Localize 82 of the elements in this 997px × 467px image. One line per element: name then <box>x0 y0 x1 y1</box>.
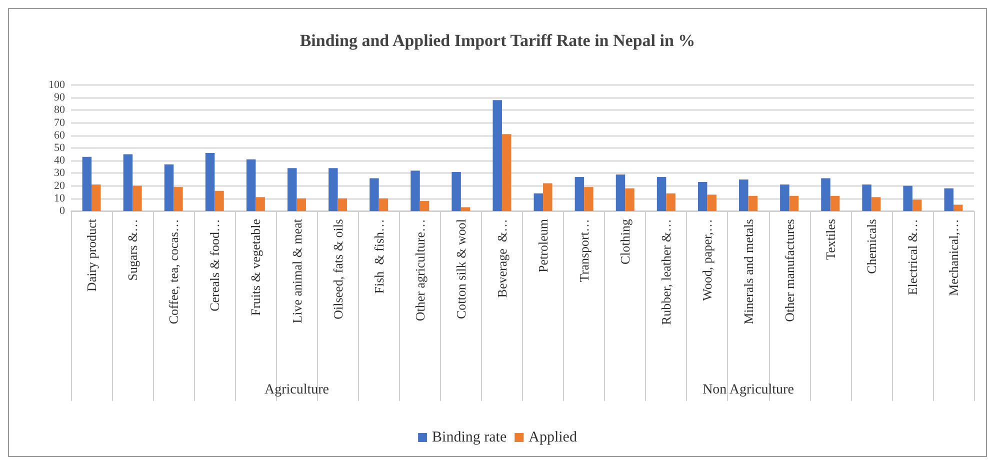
bar <box>739 180 748 211</box>
bar <box>174 187 183 211</box>
bar <box>164 164 174 211</box>
bar <box>420 200 430 211</box>
x-tick-label: Clothing <box>618 218 633 265</box>
x-tick-label: Electrical &… <box>904 219 920 296</box>
bar <box>789 196 799 211</box>
bar <box>584 187 594 211</box>
x-tick-label: Other agriculture… <box>412 219 428 322</box>
bar <box>256 197 265 211</box>
x-tick-label: Other manufactures <box>782 219 797 322</box>
x-tick-label: Oilseed, fats & oils <box>330 219 346 320</box>
y-tick-label: 50 <box>54 142 66 154</box>
bar <box>492 100 502 211</box>
bar <box>574 176 584 211</box>
bar <box>328 168 338 211</box>
x-tick-label: Wood, paper,… <box>700 219 715 301</box>
y-tick-label: 30 <box>54 167 66 180</box>
bar <box>296 198 306 211</box>
x-tick-label: Dairy product <box>84 218 100 292</box>
bar <box>543 183 552 211</box>
bar <box>246 159 256 211</box>
bar <box>534 193 544 211</box>
y-tick-label: 90 <box>54 92 66 104</box>
legend-label: Applied <box>528 430 578 446</box>
x-tick-label: Mechanical,… <box>946 219 961 296</box>
bar <box>944 188 954 211</box>
bar <box>370 178 379 211</box>
bar <box>625 188 634 211</box>
bar <box>92 184 101 211</box>
x-tick-label: Chemicals <box>864 219 879 274</box>
x-tick-label: Minerals and metals <box>740 219 756 324</box>
bar <box>205 153 215 211</box>
y-tick-label: 70 <box>54 116 66 129</box>
bar <box>698 182 708 211</box>
bar <box>953 204 963 211</box>
bar <box>862 184 872 211</box>
bar <box>707 194 716 211</box>
y-tick-label: 100 <box>48 79 66 91</box>
bar <box>288 168 297 211</box>
text: Agriculture <box>264 382 330 398</box>
bar <box>410 170 420 211</box>
bar <box>748 196 758 211</box>
bar <box>82 156 92 211</box>
bar <box>616 174 626 211</box>
y-tick-label: 80 <box>54 104 66 116</box>
y-tick-label: 20 <box>54 180 66 192</box>
x-tick-label: Sugars &… <box>125 219 140 281</box>
x-tick-label: Cotton silk & wool <box>453 218 468 320</box>
bar <box>830 196 840 211</box>
chart-title: Binding and Applied Import Tariff Rate in Nepal in % <box>300 31 696 50</box>
bar <box>452 172 461 211</box>
bar <box>780 184 790 211</box>
bar <box>378 198 388 211</box>
x-tick-label: Cereals & food… <box>207 219 222 312</box>
bar <box>821 178 830 211</box>
y-tick-label: 0 <box>60 205 66 217</box>
bar <box>871 197 881 211</box>
bar <box>132 186 142 211</box>
x-tick-label: Petroleum <box>536 219 551 272</box>
bar <box>214 190 224 211</box>
bar <box>502 134 512 211</box>
x-tick-label: Coffee, tea, cocas… <box>166 219 182 324</box>
legend-label: Binding rate <box>432 430 507 446</box>
x-tick-label: Beverage &… <box>494 219 510 298</box>
text: Non Agriculture <box>702 382 794 398</box>
x-tick-label: Fish & fish… <box>371 219 386 294</box>
x-tick-label: Textiles <box>822 219 838 260</box>
bar <box>123 154 133 211</box>
bar <box>338 198 348 211</box>
y-tick-label: 60 <box>54 129 66 142</box>
x-tick-label: Transport… <box>576 219 592 282</box>
bar <box>666 193 676 211</box>
x-tick-label: Live animal & meat <box>289 218 304 324</box>
x-tick-label: Rubber, leather &… <box>658 219 674 325</box>
bar <box>460 207 470 211</box>
bar <box>656 176 666 211</box>
y-tick-label: 40 <box>54 154 66 167</box>
x-tick-label: Fruits & vegetable <box>248 218 264 316</box>
bar <box>903 186 912 211</box>
bar <box>912 200 922 211</box>
y-tick-label: 10 <box>54 192 66 204</box>
